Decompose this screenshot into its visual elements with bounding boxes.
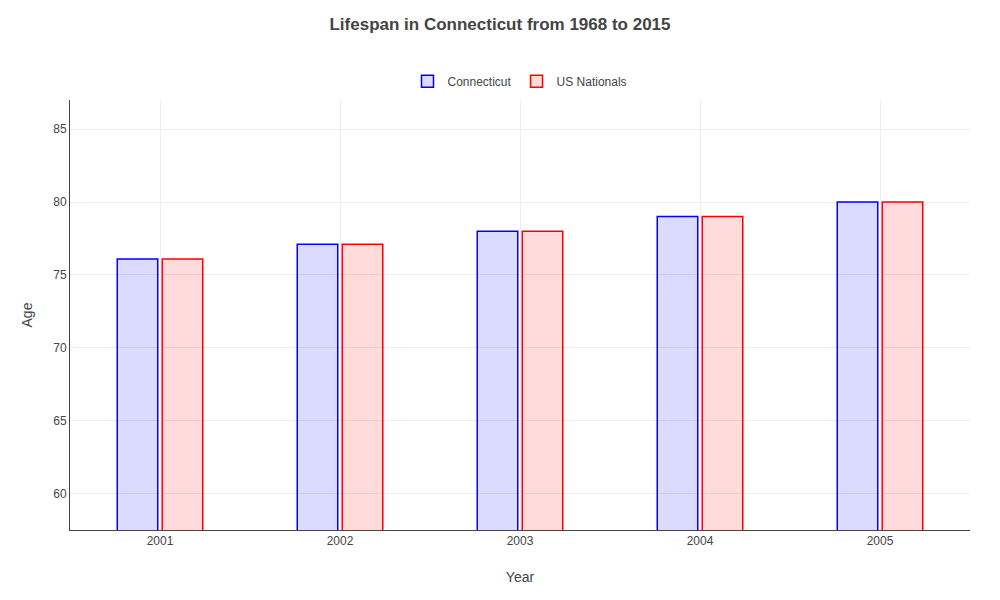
- svg-text:Connecticut: Connecticut: [448, 75, 512, 89]
- svg-text:60: 60: [53, 487, 67, 501]
- svg-text:75: 75: [53, 268, 67, 282]
- svg-text:2002: 2002: [327, 534, 354, 548]
- svg-text:2005: 2005: [867, 534, 894, 548]
- svg-text:2001: 2001: [147, 534, 174, 548]
- svg-text:65: 65: [53, 414, 67, 428]
- svg-text:2003: 2003: [507, 534, 534, 548]
- svg-text:Year: Year: [506, 569, 535, 585]
- svg-text:80: 80: [53, 195, 67, 209]
- svg-text:70: 70: [53, 341, 67, 355]
- svg-text:85: 85: [53, 122, 67, 136]
- svg-text:2004: 2004: [687, 534, 714, 548]
- svg-text:US Nationals: US Nationals: [557, 75, 627, 89]
- svg-text:Age: Age: [19, 302, 35, 327]
- svg-text:Lifespan in Connecticut from 1: Lifespan in Connecticut from 1968 to 201…: [329, 15, 670, 34]
